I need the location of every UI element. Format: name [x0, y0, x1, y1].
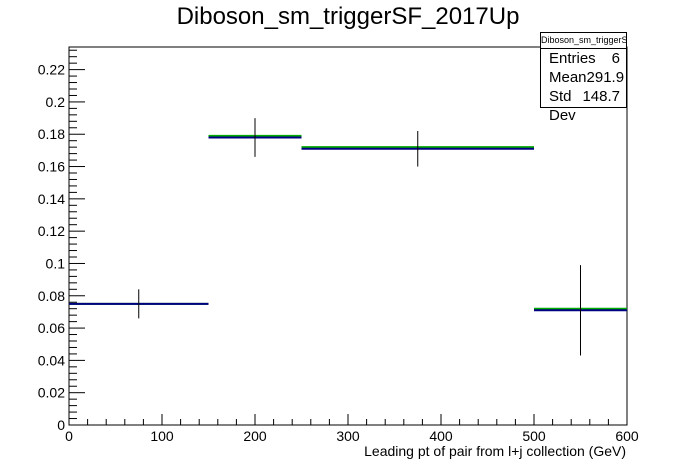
y-tick-label: 0.18 — [38, 126, 65, 142]
entries-value: 6 — [611, 50, 620, 67]
y-tick-label: 0.08 — [38, 288, 65, 304]
stats-box: Diboson_sm_triggerSF_2017Up Entries 6 Me… — [540, 32, 627, 124]
y-tick-label: 0 — [57, 417, 65, 433]
x-tick-label: 600 — [615, 428, 639, 444]
chart-title: Diboson_sm_triggerSF_2017Up — [176, 3, 520, 30]
x-tick-label: 400 — [429, 428, 453, 444]
y-tick-label: 0.2 — [46, 94, 66, 110]
entries-label: Entries — [549, 50, 596, 67]
stddev-label: Std Dev — [549, 88, 576, 124]
mean-label: Mean — [549, 69, 587, 86]
y-tick-label: 0.12 — [38, 223, 65, 239]
y-tick-label: 0.22 — [38, 62, 65, 78]
data-marks-group — [69, 118, 627, 356]
x-tick-label: 300 — [336, 428, 360, 444]
y-tick-label: 0.14 — [38, 191, 65, 207]
x-tick-label: 200 — [243, 428, 267, 444]
mean-value: 291.9 — [586, 69, 625, 86]
x-tick-label: 0 — [65, 428, 73, 444]
stats-row-stddev: Std Dev 148.7 — [541, 87, 626, 125]
stats-row-entries: Entries 6 — [541, 49, 626, 68]
y-tick-label: 0.16 — [38, 159, 65, 175]
y-tick-label: 0.06 — [38, 320, 65, 336]
y-tick-label: 0.02 — [38, 385, 65, 401]
stddev-value: 148.7 — [582, 88, 620, 105]
y-tick-label: 0.04 — [38, 352, 65, 368]
x-tick-label: 500 — [522, 428, 546, 444]
x-axis-label: Leading pt of pair from l+j collection (… — [364, 443, 626, 459]
x-tick-label: 100 — [150, 428, 174, 444]
stats-row-mean: Mean 291.9 — [541, 68, 626, 87]
y-tick-label: 0.1 — [46, 255, 66, 271]
axes-group: 0 100 200 300 400 500 600 0 0.02 0.04 0.06 0.08 0.1 0… — [38, 49, 639, 444]
stats-box-title: Diboson_sm_triggerSF_2017Up — [541, 33, 626, 49]
